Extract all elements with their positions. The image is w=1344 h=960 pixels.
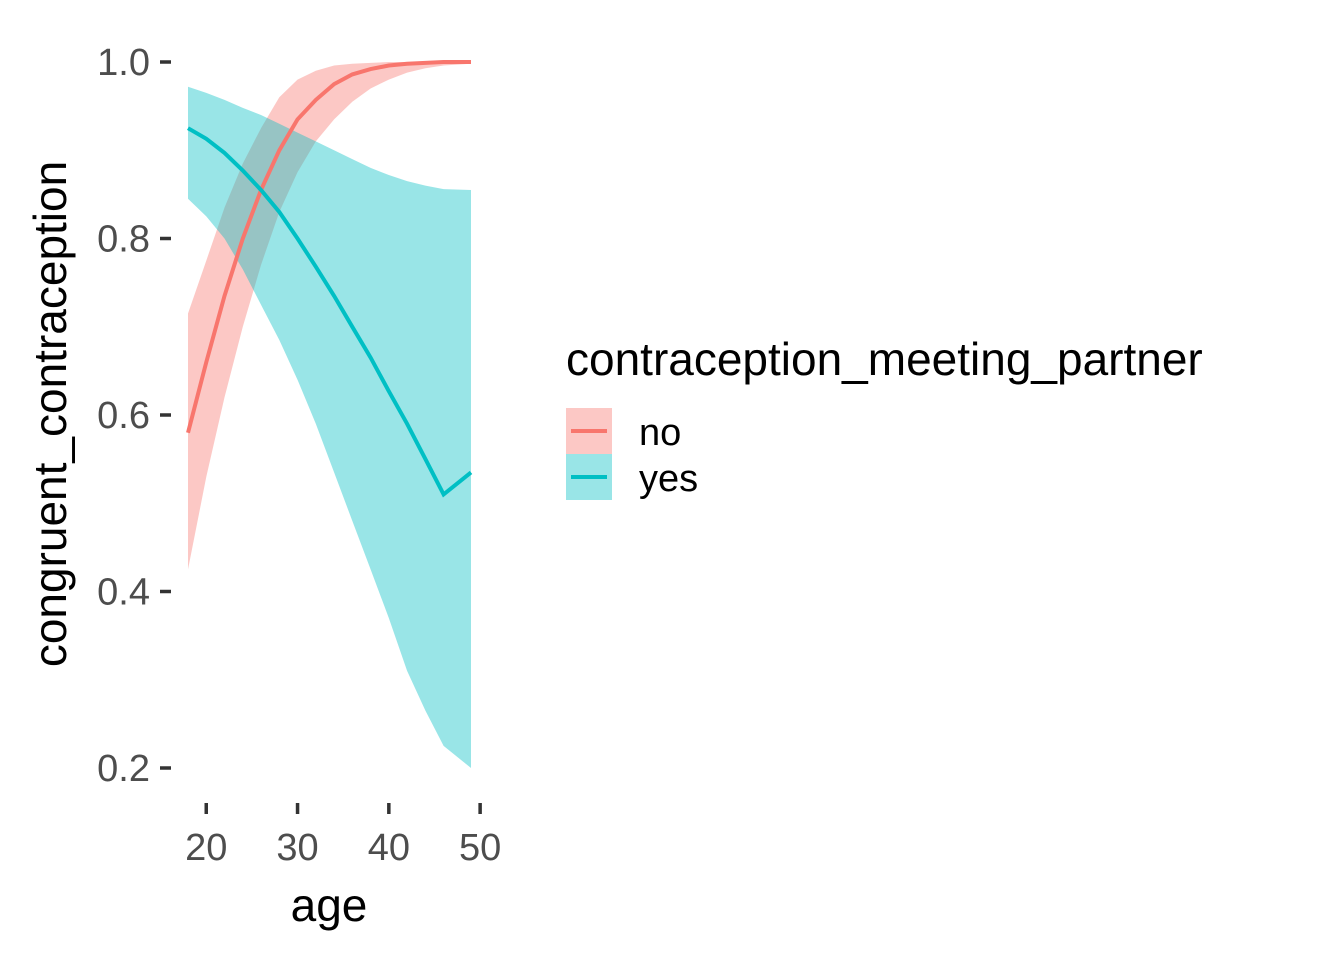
- x-tick-label: 30: [276, 827, 318, 869]
- y-axis-title: congruent_contraception: [24, 161, 76, 667]
- x-tick-label: 20: [185, 827, 227, 869]
- y-tick-label: 1.0: [97, 42, 150, 84]
- legend-title: contraception_meeting_partner: [566, 333, 1203, 385]
- y-tick-label: 0.6: [97, 395, 150, 437]
- x-tick-label: 40: [368, 827, 410, 869]
- band-yes: [188, 86, 471, 768]
- x-tick-label: 50: [459, 827, 501, 869]
- y-tick-label: 0.8: [97, 219, 150, 261]
- legend-label-yes: yes: [639, 458, 698, 500]
- y-axis: 0.2 0.4 0.6 0.8 1.0: [97, 42, 171, 790]
- y-tick-label: 0.4: [97, 572, 150, 614]
- line-yes: [186, 126, 473, 498]
- legend-label-no: no: [639, 412, 681, 454]
- x-axis: 20 30 40 50: [185, 803, 501, 869]
- series-lines: [186, 60, 473, 498]
- x-axis-title: age: [291, 879, 368, 931]
- confidence-bands: [188, 62, 471, 768]
- y-tick-label: 0.2: [97, 748, 150, 790]
- line-no: [186, 60, 471, 434]
